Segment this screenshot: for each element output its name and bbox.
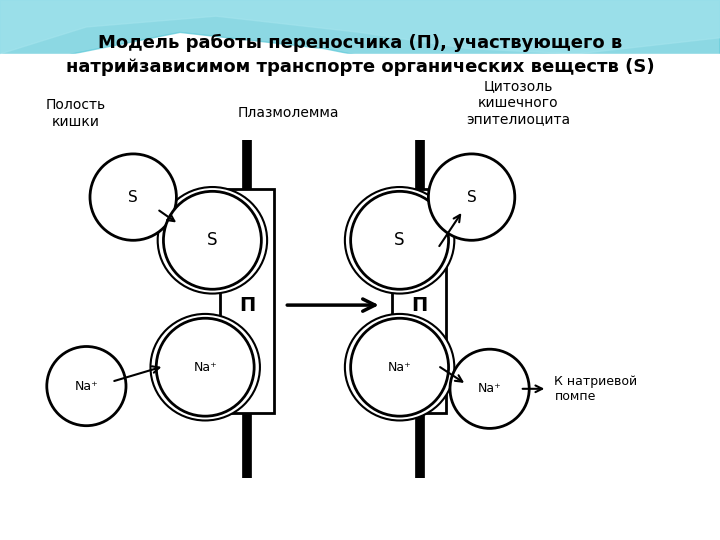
Ellipse shape [345, 187, 454, 294]
Ellipse shape [351, 191, 449, 289]
Bar [392, 189, 446, 413]
Text: Модель работы переносчика (П), участвующего в: Модель работы переносчика (П), участвующ… [98, 34, 622, 52]
Ellipse shape [351, 318, 449, 416]
Text: Полость
кишки: Полость кишки [45, 98, 106, 129]
Ellipse shape [450, 349, 529, 428]
Text: Na⁺: Na⁺ [478, 382, 501, 395]
Ellipse shape [428, 154, 515, 240]
Ellipse shape [90, 154, 176, 240]
Ellipse shape [163, 191, 261, 289]
Text: S: S [128, 190, 138, 205]
Text: Na⁺: Na⁺ [194, 361, 217, 374]
Text: П: П [239, 295, 255, 315]
Polygon shape [0, 54, 720, 540]
Ellipse shape [150, 314, 260, 421]
Text: Na⁺: Na⁺ [75, 380, 98, 393]
Ellipse shape [158, 187, 267, 294]
Text: Плазмолемма: Плазмолемма [238, 106, 338, 120]
Polygon shape [0, 0, 720, 54]
Ellipse shape [345, 314, 454, 421]
Text: натрийзависимом транспорте органических веществ (S): натрийзависимом транспорте органических … [66, 58, 654, 77]
Ellipse shape [156, 318, 254, 416]
Text: П: П [412, 295, 428, 315]
Bar [220, 189, 274, 413]
Text: S: S [467, 190, 477, 205]
Text: Na⁺: Na⁺ [388, 361, 411, 374]
Text: Цитозоль
кишечного
эпителиоцита: Цитозоль кишечного эпителиоцита [467, 79, 570, 126]
Text: К натриевой
помпе: К натриевой помпе [554, 375, 637, 403]
Ellipse shape [47, 347, 126, 426]
Text: S: S [207, 231, 217, 249]
Polygon shape [0, 0, 720, 81]
Text: S: S [395, 231, 405, 249]
